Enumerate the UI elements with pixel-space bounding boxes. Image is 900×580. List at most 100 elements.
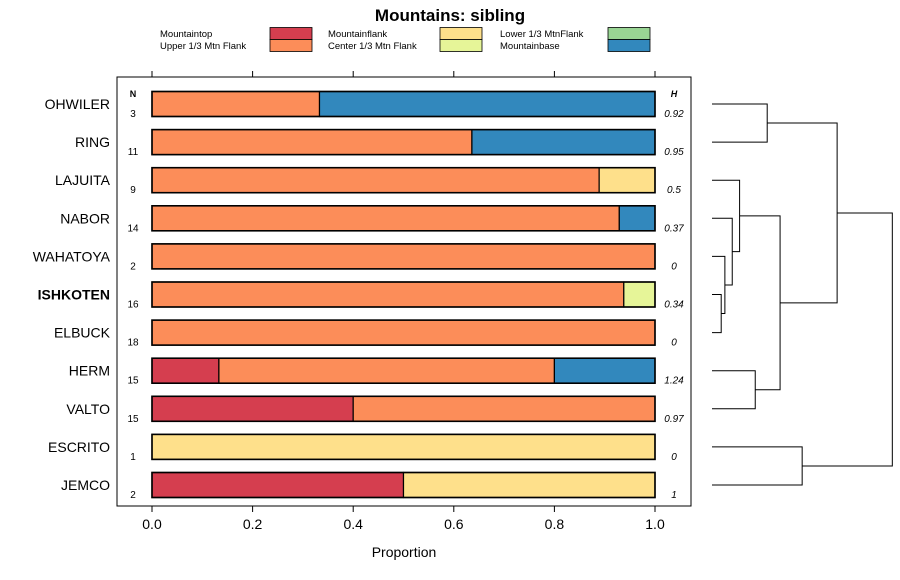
h-value: 1: [671, 490, 677, 501]
category-label: JEMCO: [61, 477, 110, 493]
x-tick-label: 0.2: [243, 516, 263, 532]
n-value: 15: [127, 414, 139, 425]
bar-segment-upper-1-3-mtn-flank: [151, 319, 656, 346]
dendrogram-branch: [712, 255, 726, 315]
bar-outline: [151, 90, 656, 118]
n-column-header: N: [130, 89, 137, 99]
bar-outline: [151, 128, 656, 156]
category-label: WAHATOYA: [33, 248, 111, 264]
bar-segment-mountainbase: [553, 357, 656, 384]
category-label: RING: [75, 134, 110, 150]
bar-segment-mountainbase: [318, 90, 656, 118]
legend-label: Center 1/3 Mtn Flank: [328, 41, 417, 52]
dendrogram-branch: [712, 446, 803, 486]
h-value: 0.37: [664, 223, 684, 234]
x-tick-label: 0.6: [444, 516, 464, 532]
dendrogram-branch: [712, 370, 756, 410]
dendrogram-branch: [712, 217, 733, 286]
category-label: ESCRITO: [48, 439, 110, 455]
dendrogram-branch: [712, 294, 722, 334]
bar-outline: [151, 281, 656, 308]
legend-swatch: [439, 27, 483, 40]
legend-swatch: [607, 27, 651, 40]
bar-outline: [151, 433, 656, 461]
bar-outline: [151, 166, 656, 194]
dendrogram-branch: [712, 179, 741, 253]
bar-segment-mountaintop: [151, 395, 354, 422]
n-value: 3: [130, 109, 136, 120]
n-value: 18: [127, 338, 139, 349]
category-label: ELBUCK: [54, 325, 111, 341]
x-tick-label: 0.0: [142, 516, 162, 532]
dendrogram-branch: [767, 122, 838, 304]
n-value: 14: [127, 223, 139, 234]
bar-segment-upper-1-3-mtn-flank: [151, 205, 620, 232]
h-value: 0.34: [664, 300, 684, 311]
bar-segment-upper-1-3-mtn-flank: [151, 129, 473, 156]
legend-label: Upper 1/3 Mtn Flank: [160, 41, 246, 52]
legend-label: Mountainbase: [500, 41, 560, 52]
n-value: 2: [130, 490, 136, 501]
bar-outline: [151, 243, 656, 270]
dendrogram-branch: [802, 212, 893, 467]
h-value: 0.97: [664, 414, 684, 425]
bar-segment-mountainbase: [618, 205, 656, 232]
bar-segment-upper-1-3-mtn-flank: [151, 243, 656, 270]
dendrogram-branch: [739, 215, 781, 391]
category-label: ISHKOTEN: [38, 287, 110, 303]
chart-title: Mountains: sibling: [375, 6, 525, 25]
x-axis: 0.0 0.2 0.4 0.6 0.8 1.0: [142, 71, 665, 532]
h-value: 0: [671, 452, 677, 463]
dendrogram-branch: [712, 103, 768, 143]
h-value: 0: [671, 261, 677, 272]
category-label: VALTO: [66, 401, 110, 417]
bar-outline: [151, 395, 656, 423]
bar-outline: [151, 471, 656, 499]
legend-swatch: [607, 39, 651, 52]
legend-label: Mountaintop: [160, 29, 212, 40]
bar-outline: [151, 357, 656, 385]
bar-segment-mountaintop: [151, 471, 405, 499]
bar-segment-center-1-3-mtn-flank: [623, 281, 656, 308]
bar-segment-mountainflank: [151, 433, 656, 460]
dendrogram: [712, 103, 893, 486]
x-tick-label: 0.4: [343, 516, 363, 532]
h-value: 0: [671, 338, 677, 349]
bar-segment-upper-1-3-mtn-flank: [218, 357, 556, 384]
h-column-header: H: [671, 89, 678, 99]
bar-segment-mountainbase: [471, 129, 656, 156]
n-value: 15: [127, 376, 139, 387]
legend-swatch: [269, 27, 313, 40]
h-value: 0.95: [664, 147, 684, 158]
n-value: 11: [128, 147, 139, 158]
legend-label: Mountainflank: [328, 29, 387, 40]
bar-segment-upper-1-3-mtn-flank: [151, 281, 625, 308]
category-label: LAJUITA: [55, 172, 111, 188]
x-axis-label: Proportion: [372, 544, 437, 560]
n-value: 2: [130, 261, 136, 272]
bar-segment-mountainflank: [402, 471, 656, 499]
legend-label: Lower 1/3 MtnFlank: [500, 29, 584, 40]
n-value: 9: [130, 185, 136, 196]
n-value: 16: [127, 300, 139, 311]
bar-segment-upper-1-3-mtn-flank: [352, 395, 656, 422]
bar-segment-upper-1-3-mtn-flank: [151, 167, 600, 194]
legend-swatch: [439, 39, 483, 52]
bar-segment-upper-1-3-mtn-flank: [151, 90, 321, 118]
category-label: NABOR: [60, 210, 110, 226]
legend-swatch: [269, 39, 313, 52]
bar-outline: [151, 319, 656, 346]
bar-segment-mountaintop: [151, 357, 220, 384]
plot-panel: [116, 76, 692, 507]
h-value: 0.92: [664, 109, 684, 120]
h-value: 0.5: [667, 185, 681, 196]
category-label: OHWILER: [45, 96, 110, 112]
bar-segment-mountainflank: [598, 167, 656, 194]
category-label: HERM: [69, 363, 110, 379]
bars: [151, 90, 656, 499]
x-tick-label: 1.0: [645, 516, 665, 532]
n-value: 1: [130, 452, 136, 463]
